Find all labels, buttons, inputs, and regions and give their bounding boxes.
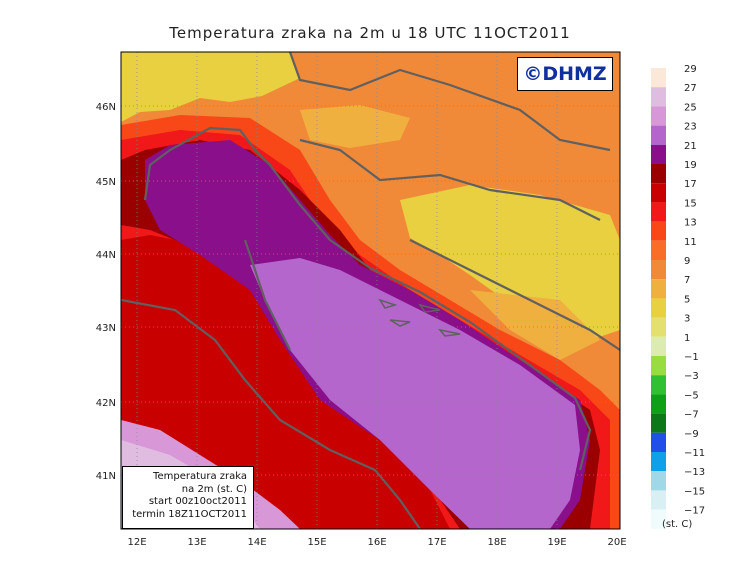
info-line-1: Temperatura zraka — [153, 471, 247, 482]
temperature-field — [121, 52, 620, 529]
legend-swatch — [651, 144, 666, 164]
legend-label: 5 — [684, 294, 690, 305]
legend-swatch — [651, 240, 666, 260]
legend-label: 21 — [684, 141, 697, 152]
legend-swatch — [651, 298, 666, 318]
islands — [378, 298, 461, 337]
lon-tick-18: 18E — [487, 537, 506, 548]
legend-swatch — [651, 394, 666, 414]
legend-swatch — [651, 356, 666, 376]
info-line-2: na 2m (st. C) — [181, 483, 247, 495]
legend-label: 29 — [684, 64, 697, 75]
lon-tick-13: 13E — [187, 537, 206, 548]
legend-label: −1 — [684, 352, 699, 363]
montenegro-region — [470, 290, 600, 360]
alps-cool-region — [121, 52, 300, 122]
coastlines-borders — [121, 52, 620, 529]
legend-swatch — [651, 183, 666, 203]
legend-swatch — [651, 413, 666, 433]
lat-tick-42: 42N — [96, 398, 116, 409]
legend-label: 1 — [684, 333, 690, 344]
legend-swatch — [651, 471, 666, 491]
color-legend: 29 27 25 23 21 19 17 15 13 11 9 7 5 3 1 −1 −3 −5 −7 −9 −11 −1… — [651, 64, 705, 529]
legend-label: 13 — [684, 218, 697, 229]
lat-tick-45: 45N — [96, 177, 116, 188]
lon-tick-12: 12E — [127, 537, 146, 548]
lat-tick-41: 41N — [96, 471, 116, 482]
legend-swatch — [651, 452, 666, 472]
map-frame — [120, 51, 621, 530]
legend-label: −17 — [684, 506, 705, 517]
legend-label: 3 — [684, 314, 690, 325]
legend-label: −15 — [684, 486, 705, 497]
lon-tick-16: 16E — [367, 537, 386, 548]
info-line-4: termin 18Z11OCT2011 — [132, 508, 247, 520]
legend-label: 11 — [684, 237, 697, 248]
lat-tick-43: 43N — [96, 323, 116, 334]
lon-tick-14: 14E — [247, 537, 266, 548]
legend-label: −11 — [684, 448, 705, 459]
bosnia-cool-region — [400, 185, 620, 340]
slovenia-cool-region — [300, 105, 410, 148]
legend-swatch — [651, 87, 666, 107]
legend-swatch — [651, 221, 666, 241]
legend-label: 7 — [684, 275, 690, 286]
lon-tick-19: 19E — [547, 537, 566, 548]
legend-label: −13 — [684, 467, 705, 478]
map-title: Temperatura zraka na 2m u 18 UTC 11OCT20… — [169, 24, 571, 42]
legend-label: 17 — [684, 179, 697, 190]
legend-unit: (st. C) — [662, 519, 693, 530]
lat-tick-46: 46N — [96, 102, 116, 113]
legend-label: 9 — [684, 256, 690, 267]
legend-swatch — [651, 68, 666, 88]
legend-swatch — [651, 106, 666, 126]
central-adriatic — [250, 258, 580, 529]
legend-label: −3 — [684, 371, 699, 382]
legend-label: 23 — [684, 122, 697, 133]
lon-tick-20: 20E — [607, 537, 626, 548]
lon-tick-17: 17E — [427, 537, 446, 548]
legend-label: 27 — [684, 83, 697, 94]
legend-swatch — [651, 509, 666, 529]
legend-swatch — [651, 375, 666, 395]
info-box: Temperatura zraka na 2m (st. C) start 00… — [122, 466, 254, 529]
legend-swatch — [651, 260, 666, 280]
legend-swatch — [651, 490, 666, 510]
legend-swatch — [651, 202, 666, 222]
dhmz-logo: ©DHMZ — [517, 57, 613, 91]
legend-label: 19 — [684, 160, 697, 171]
info-line-3: start 00z10oct2011 — [148, 496, 247, 507]
legend-label: −9 — [684, 429, 699, 440]
legend-swatch — [651, 336, 666, 356]
legend-label: −7 — [684, 410, 699, 421]
legend-label: −5 — [684, 390, 699, 401]
legend-swatch — [651, 432, 666, 452]
lon-tick-15: 15E — [307, 537, 326, 548]
legend-swatch — [651, 317, 666, 337]
legend-swatch — [651, 164, 666, 184]
legend-swatch — [651, 279, 666, 299]
legend-label: 25 — [684, 102, 697, 113]
legend-swatch — [651, 125, 666, 145]
italy-coast-region — [121, 235, 450, 529]
lat-tick-44: 44N — [96, 250, 116, 261]
legend-label: 15 — [684, 198, 697, 209]
